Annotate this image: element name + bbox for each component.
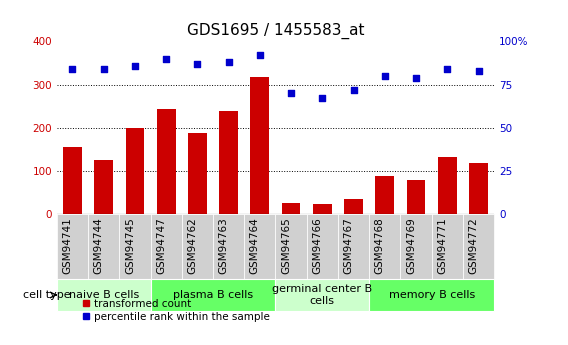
Bar <box>344 199 363 214</box>
Text: GSM94765: GSM94765 <box>281 217 291 274</box>
Text: GSM94766: GSM94766 <box>312 217 323 274</box>
Bar <box>432 214 463 279</box>
Bar <box>375 176 394 214</box>
Bar <box>275 279 369 311</box>
Text: GSM94764: GSM94764 <box>250 217 260 274</box>
Bar <box>182 214 213 279</box>
Title: GDS1695 / 1455583_at: GDS1695 / 1455583_at <box>187 22 364 39</box>
Bar <box>407 180 425 214</box>
Text: GSM94771: GSM94771 <box>437 217 448 274</box>
Text: GSM94747: GSM94747 <box>156 217 166 274</box>
Point <box>318 96 327 101</box>
Bar <box>151 279 275 311</box>
Bar <box>219 111 238 214</box>
Text: cell type: cell type <box>23 290 70 300</box>
Text: GSM94745: GSM94745 <box>125 217 135 274</box>
Bar <box>400 214 432 279</box>
Bar <box>63 147 82 214</box>
Point <box>381 73 390 79</box>
Bar <box>369 279 494 311</box>
Bar <box>469 163 488 214</box>
Text: plasma B cells: plasma B cells <box>173 290 253 300</box>
Point <box>193 61 202 67</box>
Bar <box>88 214 119 279</box>
Text: GSM94769: GSM94769 <box>406 217 416 274</box>
Bar <box>57 214 88 279</box>
Bar <box>282 203 300 214</box>
Bar <box>188 133 207 214</box>
Bar <box>307 214 338 279</box>
Text: GSM94763: GSM94763 <box>219 217 228 274</box>
Point <box>131 63 140 68</box>
Text: GSM94762: GSM94762 <box>187 217 198 274</box>
Bar <box>244 214 275 279</box>
Bar <box>119 214 151 279</box>
Point <box>68 66 77 72</box>
Bar <box>57 279 151 311</box>
Point <box>411 75 420 80</box>
Point <box>256 52 265 58</box>
Text: GSM94767: GSM94767 <box>344 217 353 274</box>
Text: naive B cells: naive B cells <box>69 290 139 300</box>
Bar <box>275 214 307 279</box>
Point <box>161 56 170 61</box>
Bar <box>157 109 176 214</box>
Bar <box>313 204 332 214</box>
Bar <box>438 157 457 214</box>
Text: germinal center B
cells: germinal center B cells <box>272 284 373 306</box>
Point <box>224 59 233 65</box>
Text: GSM94744: GSM94744 <box>94 217 103 274</box>
Bar <box>369 214 400 279</box>
Point <box>286 90 295 96</box>
Text: memory B cells: memory B cells <box>389 290 475 300</box>
Bar <box>250 77 269 214</box>
Point <box>443 66 452 72</box>
Point <box>474 68 483 73</box>
Bar <box>213 214 244 279</box>
Bar <box>338 214 369 279</box>
Point <box>349 87 358 92</box>
Legend: transformed count, percentile rank within the sample: transformed count, percentile rank withi… <box>78 295 274 326</box>
Point <box>99 66 108 72</box>
Text: GSM94741: GSM94741 <box>62 217 73 274</box>
Bar <box>151 214 182 279</box>
Bar <box>463 214 494 279</box>
Bar <box>126 128 144 214</box>
Bar <box>94 160 113 214</box>
Text: GSM94768: GSM94768 <box>375 217 385 274</box>
Text: GSM94772: GSM94772 <box>469 217 478 274</box>
